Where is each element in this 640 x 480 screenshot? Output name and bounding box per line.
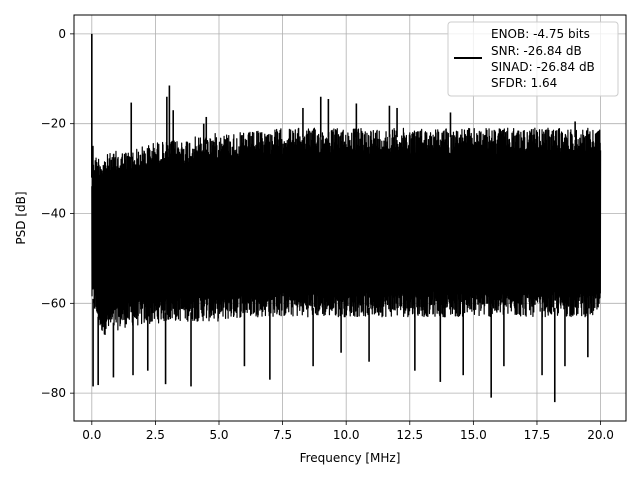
x-tick-label: 0.0 — [82, 428, 101, 442]
y-tick-label: −80 — [41, 386, 66, 400]
y-axis-ticks: 0 −20 −40 −60 −80 — [41, 27, 74, 400]
y-tick-label: −60 — [41, 296, 66, 310]
x-tick-label: 20.0 — [587, 428, 614, 442]
y-tick-label: −20 — [41, 117, 66, 131]
legend-enob: ENOB: -4.75 bits — [491, 27, 590, 41]
y-axis-label: PSD [dB] — [14, 191, 28, 244]
x-tick-label: 12.5 — [396, 428, 423, 442]
x-tick-label: 15.0 — [460, 428, 487, 442]
legend-sinad: SINAD: -26.84 dB — [491, 60, 595, 74]
x-tick-label: 7.5 — [273, 428, 292, 442]
x-tick-label: 2.5 — [146, 428, 165, 442]
x-tick-label: 10.0 — [333, 428, 360, 442]
x-axis-label: Frequency [MHz] — [300, 451, 401, 465]
x-tick-label: 5.0 — [209, 428, 228, 442]
y-tick-label: 0 — [58, 27, 66, 41]
legend-snr: SNR: -26.84 dB — [491, 44, 582, 58]
psd-series-line — [91, 127, 602, 335]
x-axis-ticks: 0.0 2.5 5.0 7.5 10.0 12.5 15.0 17.5 20.0 — [82, 421, 614, 442]
y-tick-label: −40 — [41, 207, 66, 221]
legend: ENOB: -4.75 bits SNR: -26.84 dB SINAD: -… — [447, 21, 619, 97]
plot-frame — [73, 14, 627, 422]
x-tick-label: 17.5 — [524, 428, 551, 442]
legend-sfdr: SFDR: 1.64 — [491, 76, 557, 90]
plot-data — [91, 33, 602, 403]
legend-box — [447, 21, 619, 97]
